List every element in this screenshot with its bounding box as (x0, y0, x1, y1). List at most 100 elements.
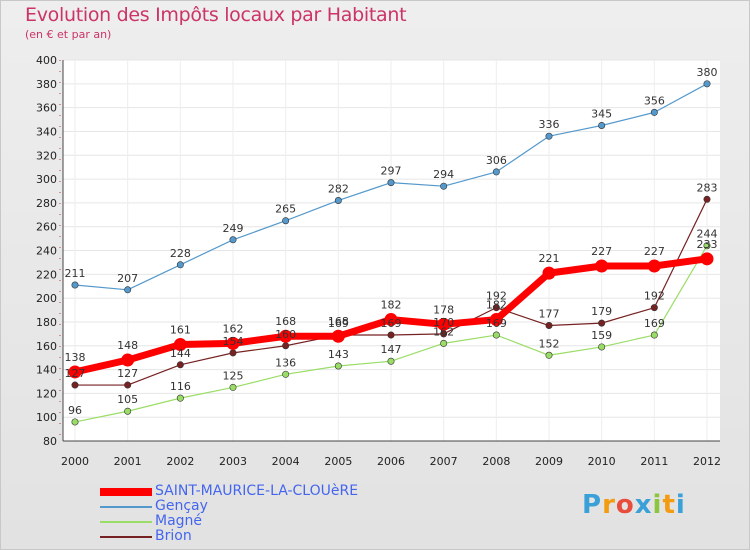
y-tick-label-100: 100 (36, 411, 57, 424)
data-point-0-2011 (647, 259, 661, 273)
data-label-1-2006: 297 (381, 165, 402, 178)
legend-label-brion: Brion (155, 528, 192, 544)
data-label-1-2009: 336 (539, 118, 560, 131)
y-tick-label-400: 400 (36, 54, 57, 67)
x-tick-label-2008: 2008 (482, 455, 510, 468)
data-point-0-2001 (121, 353, 135, 367)
data-point-1-2008 (492, 168, 500, 176)
data-point-2-2008 (492, 331, 500, 339)
legend-item-magne: Magné (100, 514, 358, 529)
y-tick-label-320: 320 (36, 149, 57, 162)
data-point-1-2001 (124, 286, 132, 294)
y-tick-label-140: 140 (36, 364, 57, 377)
legend-label-magne: Magné (155, 513, 203, 529)
data-point-0-2002 (173, 338, 187, 352)
x-tick-label-2006: 2006 (377, 455, 405, 468)
data-label-0-2011: 227 (644, 245, 665, 258)
x-tick-label-2001: 2001 (114, 455, 142, 468)
data-point-1-2011 (650, 108, 658, 116)
y-tick-label-160: 160 (36, 340, 57, 353)
proxiti-logo: Proxiti (582, 490, 686, 520)
y-tick-label-180: 180 (36, 316, 57, 329)
y-tick-label-340: 340 (36, 125, 57, 138)
y-tick-label-300: 300 (36, 173, 57, 186)
data-label-0-2002: 161 (170, 324, 191, 337)
data-point-3-2012 (703, 195, 711, 203)
legend-swatch-brion (100, 535, 152, 538)
y-tick-label-80: 80 (43, 435, 57, 448)
x-tick-label-2000: 2000 (61, 455, 89, 468)
data-point-3-2002 (176, 361, 184, 369)
data-label-1-2005: 282 (328, 182, 349, 195)
data-label-1-2001: 207 (117, 272, 138, 285)
data-point-2-2007 (440, 339, 448, 347)
data-point-1-2000 (71, 281, 79, 289)
legend-swatch-gencay (100, 505, 152, 508)
chart-subtitle: (en € et par an) (25, 28, 112, 41)
data-label-3-2005: 169 (328, 317, 349, 330)
x-tick-label-2003: 2003 (219, 455, 247, 468)
data-label-0-2004: 168 (275, 315, 296, 328)
data-label-2-2003: 125 (223, 369, 244, 382)
y-tick-label-380: 380 (36, 78, 57, 91)
x-tick-label-2004: 2004 (272, 455, 300, 468)
data-label-2-2012: 244 (697, 228, 718, 241)
data-point-3-2001 (124, 381, 132, 389)
data-point-3-2003 (229, 349, 237, 357)
data-point-0-2007 (437, 317, 451, 331)
data-label-2-2008: 169 (486, 317, 507, 330)
data-label-2-2004: 136 (275, 356, 296, 369)
legend-item-gencay: Gençay (100, 499, 358, 514)
data-label-2-2001: 105 (117, 393, 138, 406)
data-point-2-2001 (124, 407, 132, 415)
data-point-1-2010 (598, 121, 606, 129)
data-label-0-2010: 227 (591, 245, 612, 258)
data-label-1-2010: 345 (591, 107, 612, 120)
x-tick-label-2009: 2009 (535, 455, 563, 468)
legend-swatch-magne (100, 520, 152, 523)
data-label-1-2011: 356 (644, 94, 665, 107)
legend-label-saint-maurice: SAINT-MAURICE-LA-CLOUèRE (155, 483, 359, 499)
data-label-3-2008: 192 (486, 290, 507, 303)
y-tick-label-260: 260 (36, 221, 57, 234)
data-label-0-2000: 138 (65, 351, 86, 364)
data-point-0-2004 (279, 329, 293, 343)
data-label-2-2002: 116 (170, 380, 191, 393)
data-label-3-2009: 177 (539, 308, 560, 321)
data-label-2-2009: 152 (539, 337, 560, 350)
data-point-1-2005 (334, 196, 342, 204)
data-label-0-2006: 182 (381, 299, 402, 312)
y-tick-label-240: 240 (36, 245, 57, 258)
data-point-0-2006 (384, 313, 398, 327)
data-label-0-2008: 182 (486, 299, 507, 312)
data-label-1-2003: 249 (223, 222, 244, 235)
data-point-3-2010 (598, 319, 606, 327)
data-point-1-2012 (703, 80, 711, 88)
x-tick-label-2002: 2002 (166, 455, 194, 468)
y-tick-label-280: 280 (36, 197, 57, 210)
legend-item-brion: Brion (100, 529, 358, 544)
data-label-3-2002: 144 (170, 347, 191, 360)
data-label-3-2004: 160 (275, 328, 296, 341)
x-tick-label-2012: 2012 (693, 455, 721, 468)
chart-legend: SAINT-MAURICE-LA-CLOUèRE Gençay Magné Br… (100, 484, 358, 544)
data-label-0-2003: 162 (223, 322, 244, 335)
data-point-3-2008 (492, 304, 500, 312)
data-label-2-2000: 96 (68, 404, 82, 417)
data-point-3-2000 (71, 381, 79, 389)
data-point-2-2000 (71, 418, 79, 426)
data-label-2-2007: 162 (433, 325, 454, 338)
data-label-1-2007: 294 (433, 168, 454, 181)
legend-label-gencay: Gençay (155, 498, 208, 514)
y-tick-label-200: 200 (36, 292, 57, 305)
data-label-3-2001: 127 (117, 367, 138, 380)
data-label-1-2002: 228 (170, 247, 191, 260)
data-label-3-2007: 170 (433, 316, 454, 329)
data-label-0-2001: 148 (117, 339, 138, 352)
data-point-2-2004 (282, 370, 290, 378)
data-point-1-2009 (545, 132, 553, 140)
data-point-2-2010 (598, 343, 606, 351)
data-label-1-2000: 211 (65, 267, 86, 280)
data-label-3-2000: 127 (65, 367, 86, 380)
